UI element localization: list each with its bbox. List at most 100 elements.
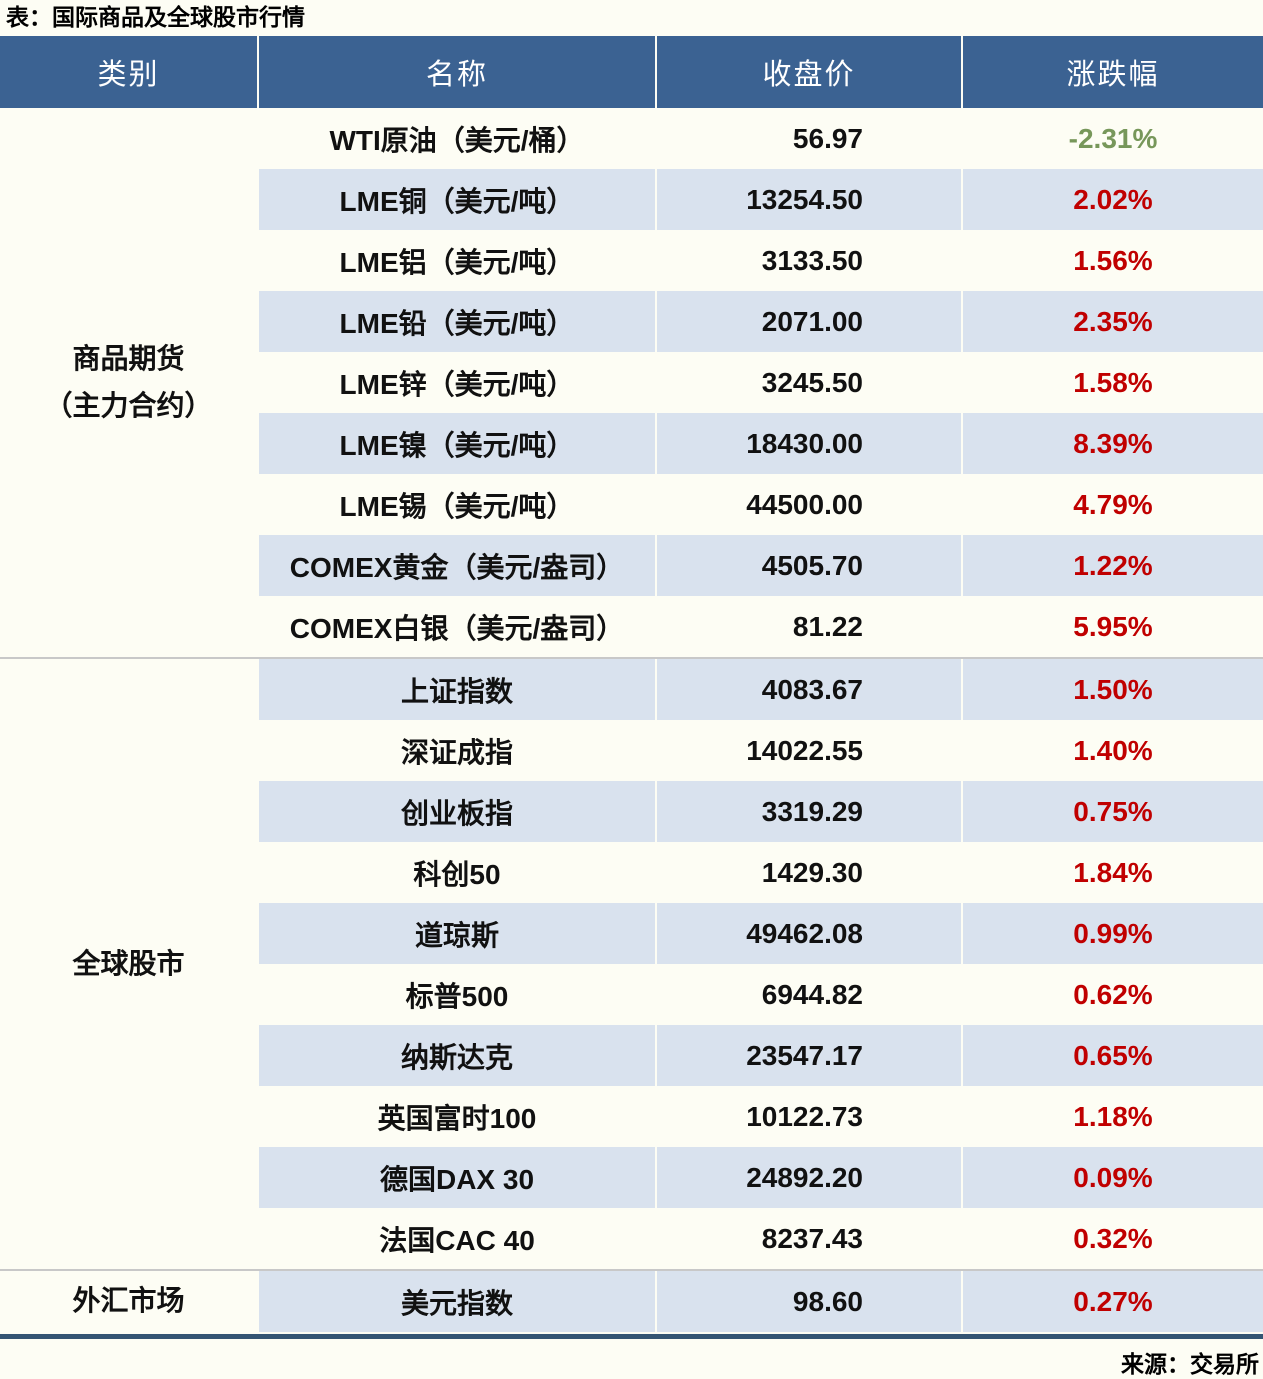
header-cell-category: 类别 <box>0 36 257 108</box>
change-cell: 1.56% <box>1073 244 1153 276</box>
bottom-rule <box>0 1334 1263 1339</box>
name-cell: 美元指数 <box>259 1271 655 1332</box>
header-cell-change: 涨跌幅 <box>963 36 1263 108</box>
close-cell: 81.22 <box>792 610 863 642</box>
category-cell: 外汇市场 <box>72 1285 185 1317</box>
page-title: 表：国际商品及全球股市行情 <box>6 4 305 30</box>
close-cell: 98.60 <box>657 1271 961 1332</box>
table-row: 道琼斯 49462.08 0.99% <box>259 903 1263 964</box>
table-row: LME铅（美元/吨） 2071.00 2.35% <box>259 291 1263 352</box>
close-cell: 4083.67 <box>657 659 961 720</box>
name-cell: LME铅（美元/吨） <box>259 291 655 352</box>
change-cell: 4.79% <box>1073 488 1153 520</box>
change-cell: -2.31% <box>1068 122 1158 154</box>
section-rows: WTI原油（美元/桶） 56.97 -2.31% LME铜（美元/吨） 1325… <box>259 108 1263 657</box>
market-table: 类别 名称 收盘价 涨跌幅 商品期货 （主力合约） WTI原油（美元/桶） 56… <box>0 36 1263 1332</box>
name-cell: 法国CAC 40 <box>379 1224 535 1256</box>
section-rows: 上证指数 4083.67 1.50% 深证成指 14022.55 1.40% 创… <box>259 659 1263 1269</box>
section-rows: 美元指数 98.60 0.27% <box>259 1271 1263 1332</box>
change-cell: 1.84% <box>1073 856 1153 888</box>
change-cell: 0.99% <box>963 903 1263 964</box>
name-cell: LME镍（美元/吨） <box>259 413 655 474</box>
change-cell: 1.40% <box>1073 734 1153 766</box>
close-cell: 49462.08 <box>657 903 961 964</box>
name-cell: LME铝（美元/吨） <box>339 246 575 278</box>
change-cell: 2.35% <box>963 291 1263 352</box>
close-cell: 3245.50 <box>761 366 863 398</box>
close-cell: 3133.50 <box>761 244 863 276</box>
section-divider <box>0 1269 1263 1271</box>
table-row: LME锡（美元/吨） 44500.00 4.79% <box>259 474 1263 535</box>
close-cell: 10122.73 <box>746 1100 863 1132</box>
name-cell: 深证成指 <box>400 736 513 768</box>
name-cell: 道琼斯 <box>259 903 655 964</box>
name-cell: 创业板指 <box>259 781 655 842</box>
close-cell: 8237.43 <box>761 1222 863 1254</box>
table-row: LME铝（美元/吨） 3133.50 1.56% <box>259 230 1263 291</box>
header-cell-name: 名称 <box>259 36 655 108</box>
close-cell: 24892.20 <box>657 1147 961 1208</box>
table-row: 法国CAC 40 8237.43 0.32% <box>259 1208 1263 1269</box>
section-forex: 外汇市场 美元指数 98.60 0.27% <box>0 1271 1263 1332</box>
change-cell: 1.50% <box>963 659 1263 720</box>
table-row: 德国DAX 30 24892.20 0.09% <box>259 1147 1263 1208</box>
table-row: 科创50 1429.30 1.84% <box>259 842 1263 903</box>
change-cell: 0.32% <box>1073 1222 1153 1254</box>
change-cell: 1.22% <box>963 535 1263 596</box>
close-cell: 14022.55 <box>746 734 863 766</box>
name-cell: LME铜（美元/吨） <box>259 169 655 230</box>
close-cell: 4505.70 <box>657 535 961 596</box>
close-cell: 6944.82 <box>761 978 863 1010</box>
source-label: 来源：交易所 <box>1121 1351 1259 1377</box>
name-cell: 标普500 <box>405 980 509 1012</box>
name-cell: LME锌（美元/吨） <box>339 368 575 400</box>
change-cell: 5.95% <box>1073 610 1153 642</box>
table-row: 纳斯达克 23547.17 0.65% <box>259 1025 1263 1086</box>
name-cell: 纳斯达克 <box>259 1025 655 1086</box>
section-commodity-futures: 商品期货 （主力合约） WTI原油（美元/桶） 56.97 -2.31% LME… <box>0 108 1263 657</box>
section-divider <box>0 657 1263 659</box>
close-cell: 1429.30 <box>761 856 863 888</box>
name-cell: LME锡（美元/吨） <box>339 490 575 522</box>
name-cell: 科创50 <box>413 858 501 890</box>
close-cell: 13254.50 <box>657 169 961 230</box>
table-row: LME锌（美元/吨） 3245.50 1.58% <box>259 352 1263 413</box>
table-row: 标普500 6944.82 0.62% <box>259 964 1263 1025</box>
table-row: LME镍（美元/吨） 18430.00 8.39% <box>259 413 1263 474</box>
name-cell: 上证指数 <box>259 659 655 720</box>
change-cell: 0.75% <box>963 781 1263 842</box>
change-cell: 8.39% <box>963 413 1263 474</box>
close-cell: 3319.29 <box>657 781 961 842</box>
table-row: COMEX黄金（美元/盎司） 4505.70 1.22% <box>259 535 1263 596</box>
change-cell: 0.27% <box>963 1271 1263 1332</box>
table-row: 上证指数 4083.67 1.50% <box>259 659 1263 720</box>
table-row: WTI原油（美元/桶） 56.97 -2.31% <box>259 108 1263 169</box>
change-cell: 1.18% <box>1073 1100 1153 1132</box>
category-cell: 商品期货 （主力合约） <box>44 343 213 421</box>
change-cell: 0.62% <box>1073 978 1153 1010</box>
close-cell: 56.97 <box>792 122 863 154</box>
change-cell: 2.02% <box>963 169 1263 230</box>
change-cell: 0.09% <box>963 1147 1263 1208</box>
name-cell: COMEX白银（美元/盎司） <box>289 612 625 644</box>
table-row: LME铜（美元/吨） 13254.50 2.02% <box>259 169 1263 230</box>
table-row: COMEX白银（美元/盎司） 81.22 5.95% <box>259 596 1263 657</box>
close-cell: 18430.00 <box>657 413 961 474</box>
table-row: 创业板指 3319.29 0.75% <box>259 781 1263 842</box>
table-row: 深证成指 14022.55 1.40% <box>259 720 1263 781</box>
change-cell: 0.65% <box>963 1025 1263 1086</box>
name-cell: 德国DAX 30 <box>259 1147 655 1208</box>
table-row: 美元指数 98.60 0.27% <box>259 1271 1263 1332</box>
name-cell: COMEX黄金（美元/盎司） <box>259 535 655 596</box>
change-cell: 1.58% <box>1073 366 1153 398</box>
section-global-stocks: 全球股市 上证指数 4083.67 1.50% 深证成指 14022.55 1.… <box>0 659 1263 1269</box>
category-cell: 全球股市 <box>72 947 185 979</box>
close-cell: 23547.17 <box>657 1025 961 1086</box>
name-cell: WTI原油（美元/桶） <box>329 124 585 156</box>
header-cell-close: 收盘价 <box>657 36 961 108</box>
close-cell: 2071.00 <box>657 291 961 352</box>
table-header-row: 类别 名称 收盘价 涨跌幅 <box>0 36 1263 108</box>
table-row: 英国富时100 10122.73 1.18% <box>259 1086 1263 1147</box>
close-cell: 44500.00 <box>746 488 863 520</box>
name-cell: 英国富时100 <box>377 1102 537 1134</box>
